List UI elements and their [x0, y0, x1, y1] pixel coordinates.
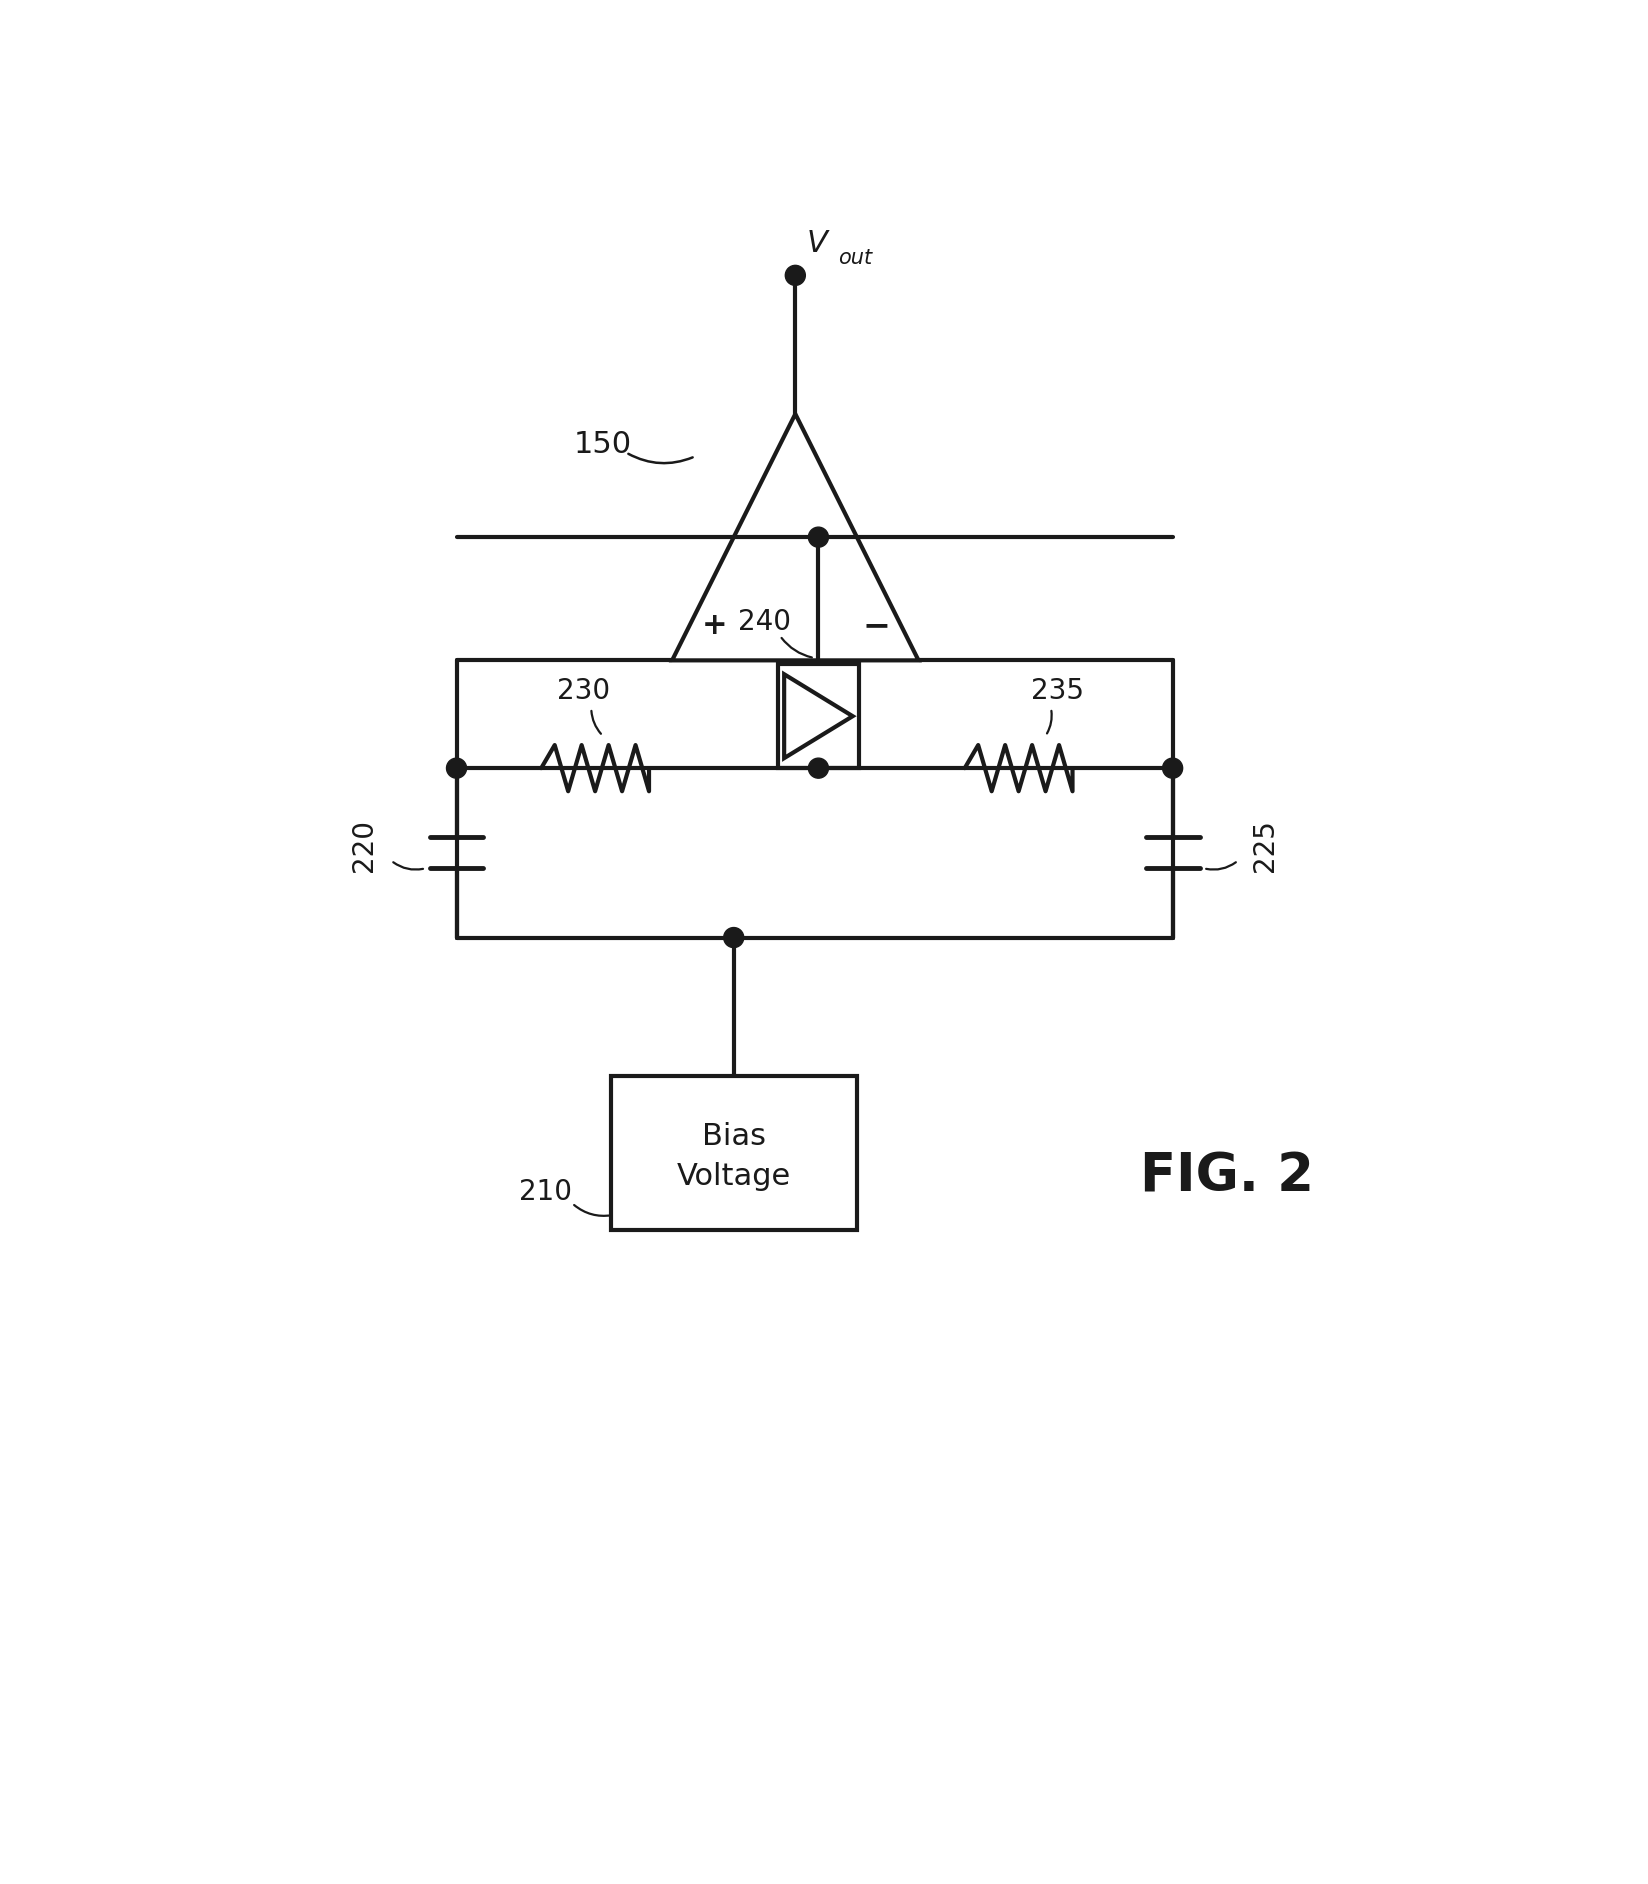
Bar	[778, 665, 859, 769]
Text: +: +	[702, 610, 727, 641]
Text: 240: 240	[738, 609, 791, 637]
Circle shape	[447, 757, 466, 778]
Text: FIG. 2: FIG. 2	[1139, 1151, 1313, 1202]
Text: Bias: Bias	[702, 1121, 766, 1151]
Circle shape	[786, 266, 806, 284]
Circle shape	[723, 927, 743, 948]
Text: 235: 235	[1030, 676, 1084, 705]
Bar	[610, 1076, 857, 1230]
Text: 220: 220	[349, 820, 377, 872]
Text: 225: 225	[1251, 820, 1279, 872]
Text: −: −	[862, 609, 890, 642]
Text: 150: 150	[574, 430, 631, 460]
Text: 230: 230	[557, 676, 610, 705]
Text: Voltage: Voltage	[677, 1162, 791, 1191]
Circle shape	[809, 757, 829, 778]
Circle shape	[809, 528, 829, 546]
Text: 210: 210	[519, 1178, 572, 1206]
Text: V: V	[808, 230, 827, 258]
Circle shape	[1162, 757, 1183, 778]
Text: out: out	[837, 247, 872, 268]
